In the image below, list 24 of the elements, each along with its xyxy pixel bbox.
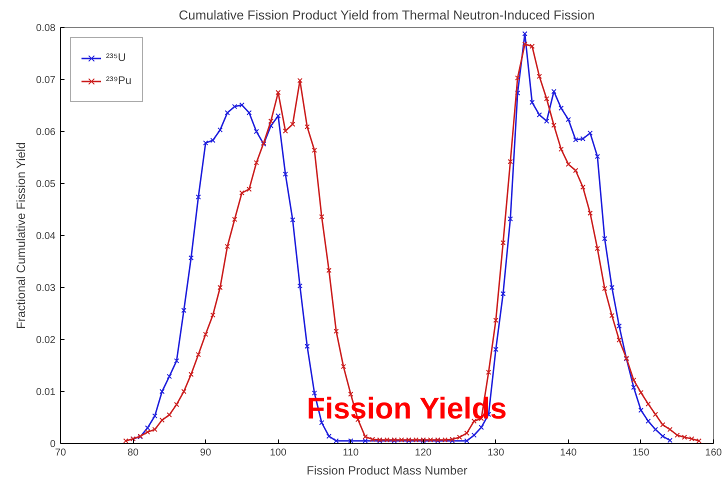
x-tick-label: 120: [414, 448, 432, 458]
legend-label: ²³⁵U: [106, 52, 126, 64]
x-tick-label: 160: [705, 448, 722, 458]
y-tick-label: 0.06: [36, 127, 56, 138]
x-tick-label: 70: [54, 448, 66, 458]
y-tick-label: 0.01: [36, 387, 56, 398]
chart-title: Cumulative Fission Product Yield from Thermal Neutron-Induced Fission: [178, 8, 595, 22]
y-tick-label: 0.04: [36, 231, 56, 242]
x-tick-label: 100: [270, 448, 287, 458]
legend-label: ²³⁹Pu: [106, 75, 132, 87]
x-tick-label: 110: [342, 448, 360, 458]
y-tick-label: 0.07: [36, 75, 56, 86]
y-tick-label: 0.08: [36, 23, 56, 34]
x-tick-label: 150: [632, 448, 650, 458]
x-tick-label: 80: [127, 448, 140, 458]
x-tick-label: 140: [560, 448, 578, 458]
x-tick-label: 90: [200, 448, 212, 458]
y-tick-label: 0: [50, 439, 56, 450]
x-tick-label: 130: [487, 448, 505, 458]
y-tick-label: 0.02: [36, 335, 56, 346]
x-axis-title: Fission Product Mass Number: [306, 464, 468, 478]
y-tick-label: 0.03: [36, 283, 56, 294]
y-axis-title: Fractional Cumulative Fission Yield: [14, 142, 28, 329]
y-tick-label: 0.05: [36, 179, 56, 190]
